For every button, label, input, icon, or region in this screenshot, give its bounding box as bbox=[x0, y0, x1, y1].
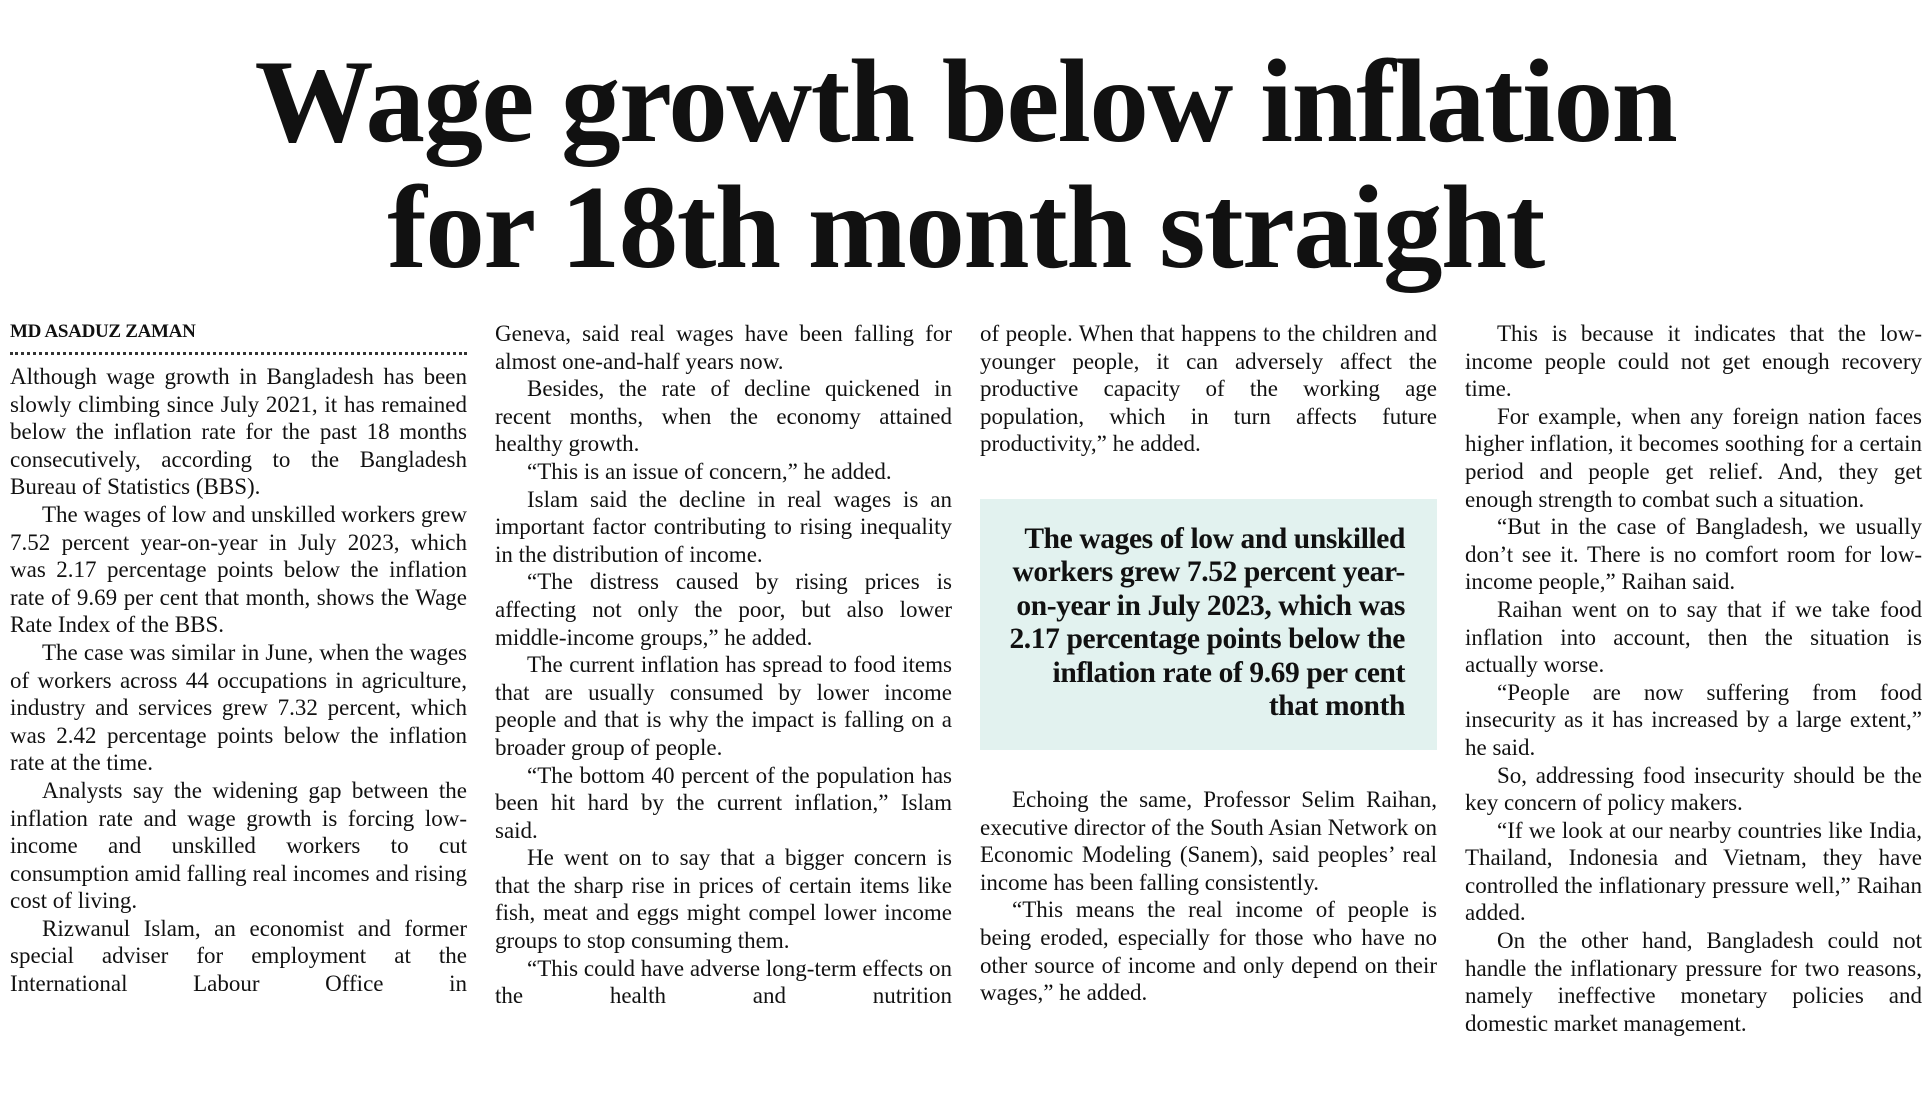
headline: Wage growth below inflation for 18th mon… bbox=[0, 38, 1931, 290]
paragraph: Islam said the decline in real wages is … bbox=[495, 486, 952, 567]
paragraph: For example, when any foreign nation fac… bbox=[1465, 403, 1922, 512]
paragraph: Analysts say the widening gap between th… bbox=[10, 777, 467, 914]
paragraph: On the other hand, Bangladesh could not … bbox=[1465, 928, 1922, 1036]
paragraph: Besides, the rate of decline quickened i… bbox=[495, 376, 952, 457]
paragraph: Geneva, said real wages have been fallin… bbox=[495, 321, 952, 374]
paragraph: “The distress caused by rising prices is… bbox=[495, 569, 952, 650]
paragraph: Raihan went on to say that if we take fo… bbox=[1465, 596, 1922, 678]
paragraph: “The bottom 40 percent of the population… bbox=[495, 762, 952, 843]
paragraph: This is because it indicates that the lo… bbox=[1465, 321, 1922, 402]
article-column-3: of people. When that happens to the chil… bbox=[980, 320, 1437, 1007]
paragraph: “If we look at our nearby countries like… bbox=[1465, 817, 1922, 926]
paragraph: “People are now suffering from food inse… bbox=[1465, 679, 1922, 760]
article-column-2: Geneva, said real wages have been fallin… bbox=[495, 320, 952, 1010]
paragraph: So, addressing food insecurity should be… bbox=[1465, 762, 1922, 816]
headline-line-2: for 18th month straight bbox=[387, 161, 1545, 293]
paragraph: The wages of low and unskilled workers g… bbox=[10, 501, 467, 638]
paragraph: “But in the case of Bangladesh, we usual… bbox=[1465, 514, 1922, 595]
byline: MD ASADUZ ZAMAN bbox=[10, 320, 467, 355]
paragraph: Rizwanul Islam, an economist and former … bbox=[10, 915, 467, 997]
paragraph: Although wage growth in Bangladesh has b… bbox=[10, 364, 467, 500]
article-column-4: This is because it indicates that the lo… bbox=[1465, 320, 1922, 1037]
paragraph: “This could have adverse long-term effec… bbox=[495, 955, 952, 1009]
article-column-1: MD ASADUZ ZAMAN Although wage growth in … bbox=[10, 320, 467, 998]
paragraph: He went on to say that a bigger concern … bbox=[495, 845, 952, 954]
paragraph: of people. When that happens to the chil… bbox=[980, 321, 1437, 457]
paragraph: Echoing the same, Professor Selim Raihan… bbox=[980, 786, 1437, 895]
paragraph: The case was similar in June, when the w… bbox=[10, 639, 467, 776]
paragraph: “This is an issue of concern,” he added. bbox=[527, 458, 892, 484]
pull-quote: The wages of low and unskilled workers g… bbox=[980, 498, 1437, 750]
headline-line-1: Wage growth below inflation bbox=[254, 35, 1678, 167]
paragraph: “This means the real income of people is… bbox=[980, 897, 1437, 1006]
paragraph: The current inflation has spread to food… bbox=[495, 652, 952, 760]
